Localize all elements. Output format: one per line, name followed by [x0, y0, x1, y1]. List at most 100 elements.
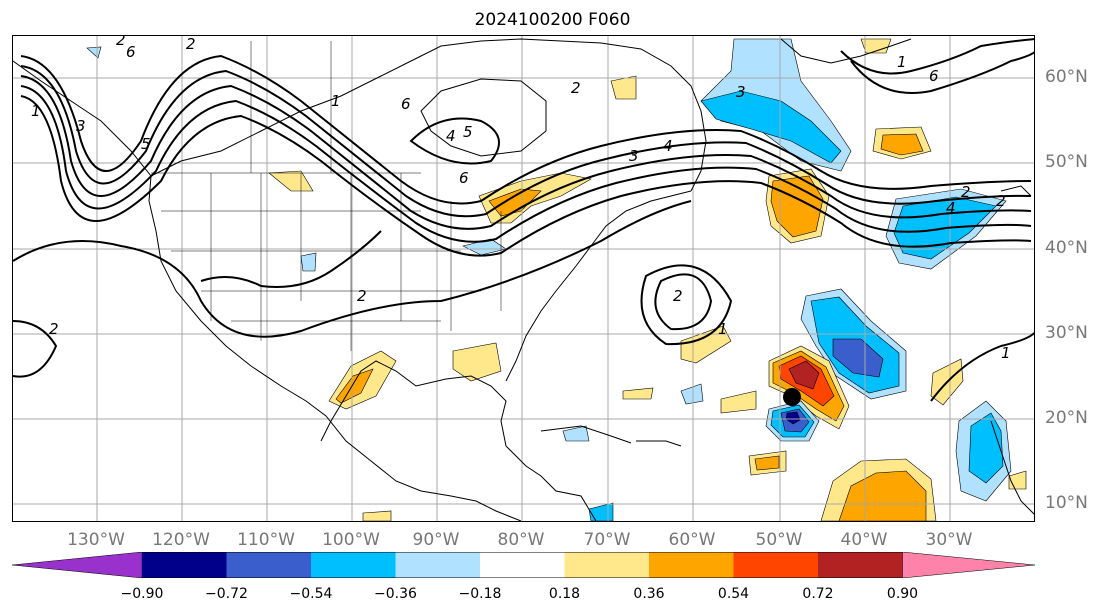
colorbar-tick-label: 0.36 — [633, 586, 665, 602]
contour-greenland-high — [840, 38, 1034, 75]
contour-label: 5 — [141, 135, 151, 153]
fill-yellow-canada-west — [268, 170, 314, 192]
fill-cyan-north-atlantic — [700, 90, 842, 164]
height-contours — [13, 38, 1034, 402]
contour-label: 1 — [1001, 344, 1011, 362]
coastline-africa — [990, 420, 1034, 515]
lon-label: 60°W — [668, 530, 716, 550]
lon-label: 120°W — [152, 530, 210, 550]
fill-lightblue-colorado — [300, 252, 317, 272]
contour-jet-5 — [20, 95, 1032, 257]
fill-yellow-canada-east — [610, 75, 637, 100]
fill-yellow-18n-60w — [622, 387, 654, 400]
fill-darkred-storm — [788, 360, 820, 390]
contour-label: 6 — [929, 67, 939, 85]
contour-low-circle-outer — [640, 264, 733, 346]
fill-orange-12n-40w — [838, 470, 927, 521]
coastline-hispaniola — [636, 440, 682, 447]
contour-label: 4 — [446, 127, 456, 145]
contour-label: 4 — [946, 199, 956, 217]
lat-label: 10°N — [1045, 493, 1088, 513]
lon-label: 70°W — [583, 530, 631, 550]
lat-label: 40°N — [1045, 238, 1088, 258]
fill-royalblue-30n-45w — [832, 338, 884, 378]
fill-lightblue-alaska — [86, 46, 102, 59]
storm-center-marker — [783, 388, 801, 406]
contour-label: 3 — [629, 147, 639, 165]
contour-label: 1 — [897, 53, 907, 71]
contour-label: 1 — [31, 102, 41, 120]
graticule — [13, 36, 1034, 521]
fill-lightblue-cuba — [562, 425, 590, 442]
fill-cyan-panama — [588, 502, 614, 521]
lon-label: 130°W — [67, 530, 125, 550]
fill-orange-45n-50w — [770, 175, 824, 238]
contour-label: 2 — [116, 36, 126, 49]
fill-yellow-18n-50w — [720, 390, 757, 414]
colorbar-segment-n018-018 — [480, 552, 565, 578]
contour-label: 3 — [76, 117, 86, 135]
contour-label-group: 6 2 6 4 5 2 1 6 3 4 2 3 2 2 6 1 1 3 5 2 … — [31, 36, 1011, 362]
map-canvas: 6 2 6 4 5 2 1 6 3 4 2 3 2 2 6 1 1 3 5 2 … — [13, 36, 1034, 521]
colorbar-segment-gt-090 — [902, 552, 1035, 578]
coastline-north-america-east — [320, 360, 597, 521]
lon-label: 40°W — [840, 530, 888, 550]
contour-label: 6 — [126, 43, 136, 61]
lat-label: 30°N — [1045, 323, 1088, 343]
colorbar-segment-n072-n054 — [226, 552, 311, 578]
colorbar-segment-018-036 — [564, 552, 649, 578]
contour-label: 2 — [357, 287, 367, 305]
colorbar-tick-label: −0.54 — [289, 586, 333, 602]
fill-orange-15n-50w — [754, 455, 780, 471]
lon-label: 80°W — [497, 530, 545, 550]
contour-central-trough — [200, 230, 382, 288]
contour-jet-4 — [20, 85, 1032, 243]
lon-label: 50°W — [755, 530, 803, 550]
fill-yellow-12n-20w — [1008, 470, 1027, 490]
contour-hudson-low — [409, 117, 500, 165]
contour-jet-1 — [20, 54, 1032, 205]
contour-label: 2 — [996, 192, 1006, 210]
contour-label: 3 — [736, 83, 746, 101]
contour-jet-2 — [20, 65, 1032, 218]
contour-label: 2 — [49, 320, 59, 338]
contour-low-west — [13, 320, 58, 378]
fill-lightblue-20n-65w — [680, 383, 704, 405]
fill-navy-below-storm — [785, 411, 801, 425]
lat-label: 50°N — [1045, 152, 1088, 172]
contour-label: 5 — [463, 123, 473, 141]
chart-title: 2024100200 F060 — [474, 10, 631, 30]
coastline-north-america-west — [13, 60, 522, 521]
colorbar — [12, 552, 1035, 578]
lon-label: 90°W — [412, 530, 460, 550]
colorbar-tick-label: 0.90 — [886, 586, 919, 602]
colorbar-segment-036-054 — [649, 552, 734, 578]
contour-label: 6 — [401, 95, 411, 113]
contour-low-circle — [654, 273, 713, 331]
colorbar-tick-label: −0.72 — [205, 586, 248, 602]
colorbar-segment-lt-n090 — [12, 552, 143, 578]
contour-subtropic-1 — [13, 200, 692, 338]
fill-yellow-gulf-east — [452, 342, 502, 382]
contour-label: 1 — [718, 320, 728, 338]
contour-label: 1 — [331, 92, 341, 110]
lon-label: 110°W — [237, 530, 295, 550]
contour-label: 4 — [663, 137, 673, 155]
fill-yellow-greenland — [860, 38, 892, 54]
contour-greenland-high-2 — [850, 51, 1034, 94]
fill-orange-inner-50n-38w — [880, 133, 924, 156]
contour-label: 2 — [961, 183, 971, 201]
coastline-hudson-bay — [420, 78, 547, 157]
contour-label: 2 — [571, 79, 581, 97]
contour-label: 2 — [673, 287, 683, 305]
lon-label: 100°W — [322, 530, 380, 550]
contour-jet-3 — [20, 75, 1032, 230]
colorbar-tick-label: 0.72 — [802, 586, 834, 602]
lon-label: 30°W — [925, 530, 973, 550]
coastline-us-east — [505, 190, 692, 382]
contour-label: 6 — [459, 169, 469, 187]
coastline-cuba — [540, 425, 632, 444]
contour-east-high — [930, 331, 1034, 402]
colorbar-segment-072-090 — [818, 552, 903, 578]
map-frame: 6 2 6 4 5 2 1 6 3 4 2 3 2 2 6 1 1 3 5 2 … — [12, 35, 1035, 522]
